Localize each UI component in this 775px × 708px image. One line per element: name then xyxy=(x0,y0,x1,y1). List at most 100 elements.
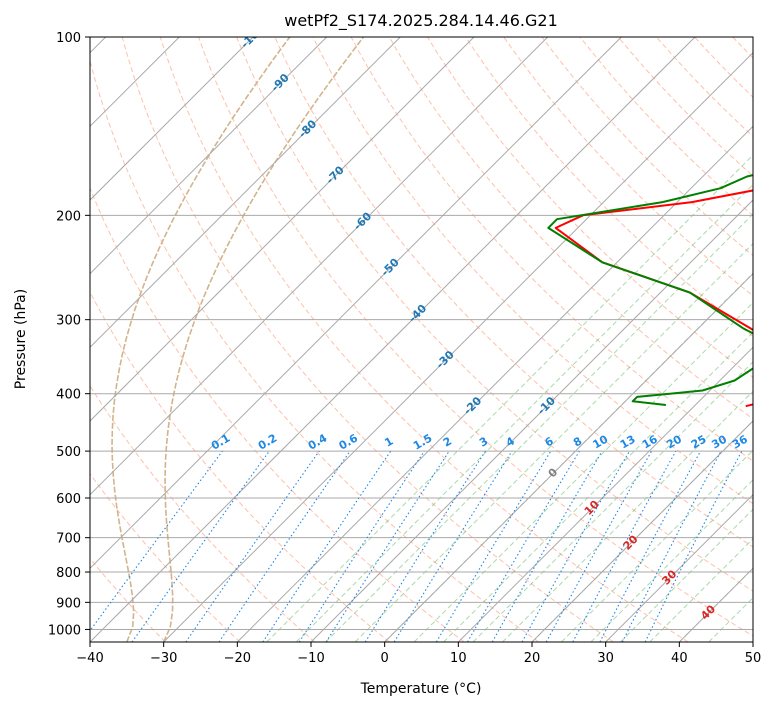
dry-adiabat xyxy=(465,37,753,337)
x-tick-label: −40 xyxy=(76,651,103,666)
plot-area: -100-90-80-70-60-50-40-30-20 -10010203040… xyxy=(90,37,775,642)
dry-adiabat xyxy=(771,37,775,642)
moist-adiabat xyxy=(531,420,753,642)
profile-series xyxy=(547,174,753,408)
isotherm-line xyxy=(236,125,753,642)
plot-frame xyxy=(89,36,754,643)
y-tick-label: 400 xyxy=(56,388,81,403)
x-tick-label: 50 xyxy=(745,651,762,666)
isotherm-line xyxy=(384,272,753,642)
dry-adiabat xyxy=(90,384,316,642)
mixing-ratio-label: 8 xyxy=(571,435,584,450)
mixing-ratio-line xyxy=(521,450,630,642)
dry-adiabat xyxy=(388,37,753,420)
dry-adiabat xyxy=(90,186,465,642)
mixing-ratio-label: 1 xyxy=(382,435,395,450)
cape-boundary-curves xyxy=(111,37,365,642)
mixing-ratio-label: 0.4 xyxy=(306,431,330,452)
x-axis-label: Temperature (°C) xyxy=(360,681,482,697)
moist-adiabat xyxy=(443,331,753,642)
isotherm-line xyxy=(90,37,475,422)
dry-adiabat xyxy=(121,37,614,642)
dry-adiabat xyxy=(90,472,241,642)
x-tick-label: −30 xyxy=(150,651,177,666)
dry-adiabat xyxy=(90,59,540,642)
mixing-ratio-label: 20 xyxy=(664,432,684,451)
x-tick-label: 30 xyxy=(597,651,614,666)
moist-adiabat xyxy=(561,449,753,642)
isotherm-line xyxy=(531,420,753,642)
mixing-ratio-line xyxy=(364,450,486,642)
temperature-trace xyxy=(554,189,753,408)
isotherm-line xyxy=(90,37,622,570)
y-tick-label: 100 xyxy=(56,31,81,46)
mixing-ratio-line xyxy=(90,450,223,632)
y-tick-label: 600 xyxy=(56,492,81,507)
dry-adiabat xyxy=(312,37,753,505)
dry-adiabat xyxy=(503,37,753,297)
isotherm-line xyxy=(90,37,549,496)
dry-adiabat xyxy=(274,37,753,548)
isotherm-gridlines xyxy=(90,37,753,642)
mixing-ratio-line xyxy=(325,450,450,642)
isotherm-line xyxy=(310,199,753,642)
isotherm-line xyxy=(605,493,753,642)
mixing-ratio-label: 16 xyxy=(640,432,660,451)
moist-adiabat xyxy=(295,183,753,642)
dry-adiabat xyxy=(541,37,753,257)
dry-adiabat xyxy=(694,37,753,98)
mixing-ratio-label: 1.5 xyxy=(411,432,434,453)
moist-adiabat xyxy=(678,567,753,642)
mixing-ratio-line xyxy=(545,450,653,642)
mixing-ratio-label: 3 xyxy=(477,435,490,450)
isotherm-line xyxy=(90,37,254,201)
dry-adiabat xyxy=(236,37,753,592)
x-tick-label: −20 xyxy=(224,651,251,666)
moist-adiabat xyxy=(354,242,753,642)
y-tick-label: 300 xyxy=(56,314,81,329)
mixing-ratio-line xyxy=(298,450,425,642)
mixing-ratio-label: 2 xyxy=(441,435,454,450)
dry-adiabat xyxy=(159,37,689,642)
cape-boundary-curve xyxy=(162,37,365,642)
mixing-ratio-label: 25 xyxy=(689,433,709,452)
moist-adiabats xyxy=(266,154,753,642)
isotherm-line xyxy=(90,37,696,642)
mixing-ratio-line xyxy=(218,450,351,642)
y-tick-label: 700 xyxy=(56,532,81,547)
x-tick-label: 40 xyxy=(671,651,688,666)
moist-adiabat xyxy=(620,508,753,642)
isotherm-line xyxy=(90,37,401,349)
y-tick-label: 800 xyxy=(56,566,81,581)
x-tick-label: 20 xyxy=(524,651,541,666)
dry-adiabats xyxy=(90,37,775,642)
isotherm-line xyxy=(457,346,753,642)
cape-boundary-curve xyxy=(111,37,291,642)
mixing-ratio-line xyxy=(435,450,552,642)
mixing-ratio-line xyxy=(393,450,513,642)
moist-adiabat xyxy=(472,361,753,642)
y-axis-ticks: 100 200 300 400 500 600 700 800 900 1000 xyxy=(48,31,90,638)
isotherm-line xyxy=(752,641,753,642)
mixing-ratio-line xyxy=(185,450,320,642)
dry-adiabat xyxy=(90,291,390,642)
mixing-ratio-label: 0.2 xyxy=(256,432,279,453)
isotherm-line xyxy=(90,37,328,275)
y-tick-label: 500 xyxy=(56,445,81,460)
y-tick-label: 200 xyxy=(56,209,81,224)
dry-adiabat xyxy=(579,37,753,217)
y-axis-label: Pressure (hPa) xyxy=(13,289,29,389)
mixing-ratio-label: 36 xyxy=(730,432,750,451)
moist-adiabat xyxy=(413,301,753,642)
mixing-ratio-line xyxy=(467,450,580,642)
mixing-ratio-label: 6 xyxy=(543,434,556,449)
y-tick-label: 900 xyxy=(56,596,81,611)
isotherm-line xyxy=(163,51,753,642)
dry-adiabat xyxy=(732,37,753,59)
mixing-ratio-line xyxy=(572,450,677,642)
moist-adiabat xyxy=(649,538,753,642)
dry-adiabat xyxy=(350,37,753,462)
dry-adiabat xyxy=(426,37,753,378)
mixing-ratio-line xyxy=(491,450,603,642)
